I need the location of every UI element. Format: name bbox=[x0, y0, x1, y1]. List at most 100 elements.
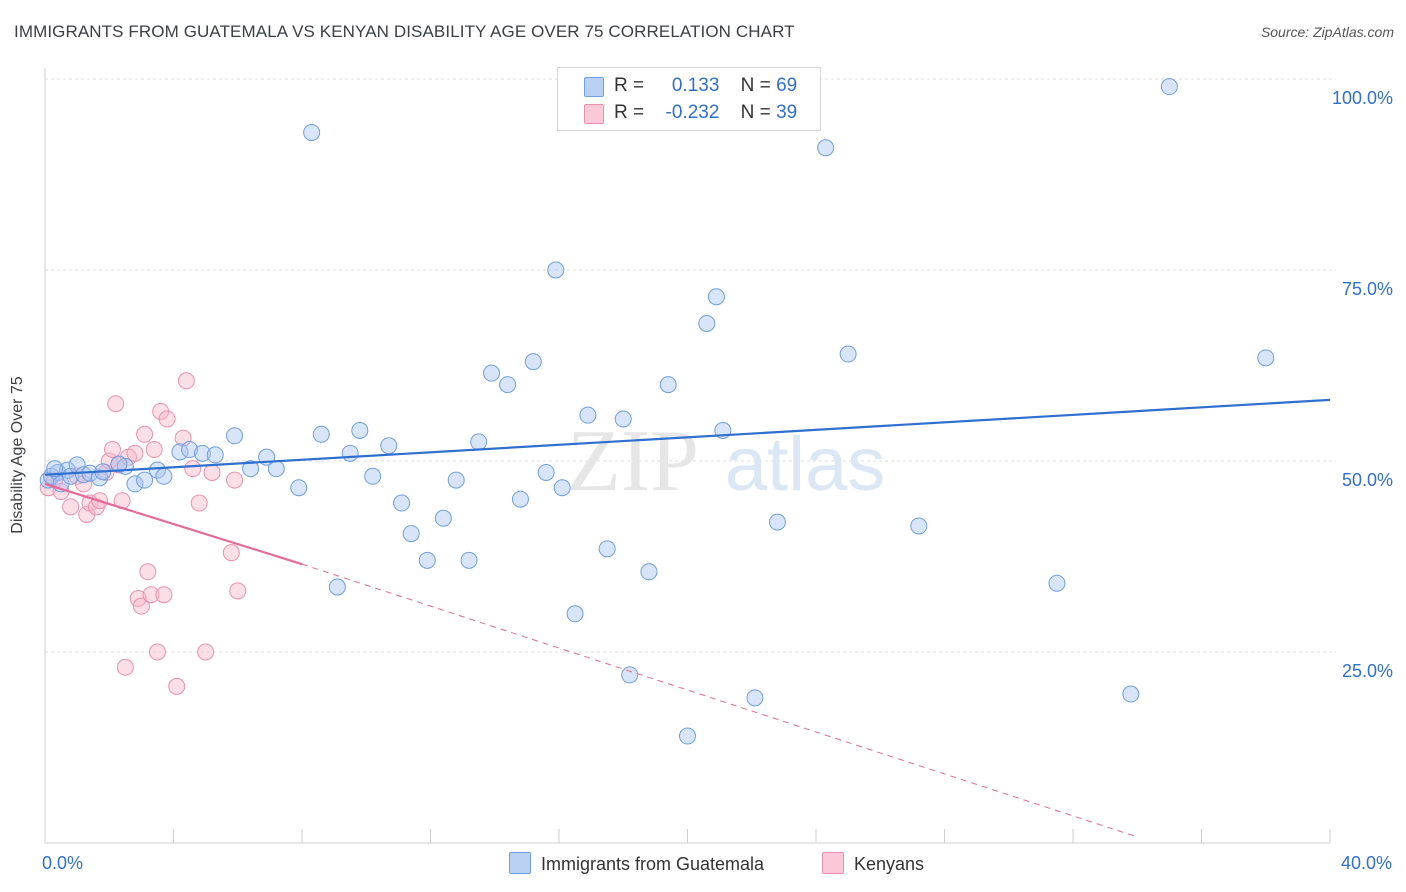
bottom-legend-kenyans: Kenyans bbox=[822, 852, 924, 875]
guatemala-point bbox=[1160, 78, 1178, 96]
kenyans-point bbox=[148, 643, 166, 661]
r-label: R = bbox=[614, 102, 645, 123]
x-tick-max: 40.0% bbox=[1340, 853, 1392, 873]
guatemala-point bbox=[402, 525, 420, 543]
guatemala-point bbox=[910, 517, 928, 535]
guatemala-point bbox=[1122, 685, 1140, 703]
guatemala-point bbox=[226, 427, 244, 445]
legend-text-guatemala: R = 0.133 N = 69 bbox=[614, 75, 797, 97]
guatemala-point bbox=[206, 446, 224, 464]
guatemala-point bbox=[579, 406, 597, 424]
guatemala-point bbox=[460, 551, 478, 569]
guatemala-point bbox=[290, 479, 308, 497]
guatemala-point bbox=[393, 494, 411, 512]
guatemala-point bbox=[181, 441, 199, 459]
guatemala-point bbox=[126, 475, 144, 493]
guatemala-point bbox=[341, 444, 359, 462]
y-tick-label: 50.0% bbox=[1342, 470, 1393, 490]
trend-line-guatemala bbox=[44, 398, 1331, 476]
kenyans-point bbox=[158, 410, 176, 428]
kenyans-point bbox=[100, 452, 118, 470]
guatemala-point bbox=[328, 578, 346, 596]
guatemala-point bbox=[46, 460, 64, 478]
kenyans-point bbox=[103, 441, 121, 459]
guatemala-point bbox=[148, 461, 166, 479]
correlation-legend: R = 0.133 N = 69 R = -0.232 N = 39 bbox=[557, 67, 821, 131]
kenyans-point bbox=[126, 444, 144, 462]
kenyans-point bbox=[168, 677, 186, 695]
x-tick-min: 0.0% bbox=[42, 853, 84, 873]
kenyans-point bbox=[197, 643, 215, 661]
trend-line-kenyans-extension bbox=[301, 563, 1138, 838]
series-guatemala bbox=[39, 74, 1275, 745]
kenyans-point bbox=[136, 425, 154, 443]
y-tick-label: 100.0% bbox=[1332, 88, 1393, 108]
kenyans-point bbox=[145, 441, 163, 459]
bottom-legend-guatemala: Immigrants from Guatemala bbox=[509, 852, 764, 875]
kenyans-point bbox=[139, 563, 157, 581]
guatemala-point bbox=[659, 376, 677, 394]
kenyans-point bbox=[177, 372, 195, 390]
trend-line-kenyans bbox=[44, 482, 303, 566]
r-label: R = bbox=[614, 75, 645, 96]
guatemala-point bbox=[598, 540, 616, 558]
kenyans-point bbox=[155, 586, 173, 604]
y-axis-label: Disability Age Over 75 bbox=[9, 376, 26, 534]
bottom-label-kenyans: Kenyans bbox=[854, 854, 925, 874]
guatemala-point bbox=[524, 353, 542, 371]
guatemala-point bbox=[380, 437, 398, 455]
kenyans-point bbox=[142, 586, 160, 604]
bottom-label-guatemala: Immigrants from Guatemala bbox=[541, 854, 765, 874]
y-tick-labels: 100.0% 75.0% 50.0% 25.0% bbox=[1332, 88, 1393, 681]
guatemala-point bbox=[817, 139, 835, 157]
guatemala-point bbox=[351, 421, 369, 439]
guatemala-point bbox=[614, 410, 632, 428]
guatemala-point bbox=[499, 376, 517, 394]
y-tick-label: 75.0% bbox=[1342, 279, 1393, 299]
guatemala-point bbox=[839, 345, 857, 363]
watermark: ZIP atlas bbox=[567, 413, 885, 510]
guatemala-point bbox=[242, 460, 260, 478]
chart-title: IMMIGRANTS FROM GUATEMALA VS KENYAN DISA… bbox=[14, 22, 795, 41]
kenyans-point bbox=[184, 460, 202, 478]
kenyans-point bbox=[116, 658, 134, 676]
guatemala-point bbox=[418, 551, 436, 569]
watermark-zip: ZIP bbox=[567, 413, 699, 510]
guatemala-point bbox=[547, 261, 565, 279]
bottom-swatch-kenyans bbox=[822, 852, 844, 874]
guatemala-point bbox=[312, 425, 330, 443]
axes bbox=[44, 68, 1331, 844]
legend-swatch-kenyans bbox=[584, 104, 604, 124]
kenyans-point bbox=[62, 498, 80, 516]
guatemala-point bbox=[511, 490, 529, 508]
n-label: N = bbox=[740, 102, 771, 123]
guatemala-point bbox=[640, 563, 658, 581]
guatemala-point bbox=[155, 467, 173, 485]
kenyans-point bbox=[107, 395, 125, 413]
n-value: 39 bbox=[776, 102, 798, 123]
kenyans-point bbox=[203, 463, 221, 481]
legend-text-kenyans: R = -0.232 N = 39 bbox=[614, 102, 797, 124]
guatemala-point bbox=[364, 467, 382, 485]
grid-lines bbox=[45, 78, 1336, 653]
guatemala-point bbox=[136, 471, 154, 489]
kenyans-point bbox=[190, 494, 208, 512]
r-value: 0.133 bbox=[671, 75, 720, 96]
guatemala-point bbox=[470, 433, 488, 451]
guatemala-point bbox=[768, 513, 786, 531]
guatemala-point bbox=[434, 509, 452, 527]
n-value: 69 bbox=[776, 75, 798, 96]
guatemala-point bbox=[1048, 574, 1066, 592]
guatemala-point bbox=[483, 364, 501, 382]
guatemala-point bbox=[566, 605, 584, 623]
watermark-atlas: atlas bbox=[725, 422, 886, 507]
y-tick-label: 25.0% bbox=[1342, 661, 1393, 681]
kenyans-point bbox=[222, 544, 240, 562]
guatemala-point bbox=[746, 689, 764, 707]
kenyans-point bbox=[75, 475, 93, 493]
guatemala-point bbox=[537, 463, 555, 481]
kenyans-point bbox=[132, 597, 150, 615]
guatemala-point bbox=[110, 455, 128, 473]
guatemala-point bbox=[707, 288, 725, 306]
